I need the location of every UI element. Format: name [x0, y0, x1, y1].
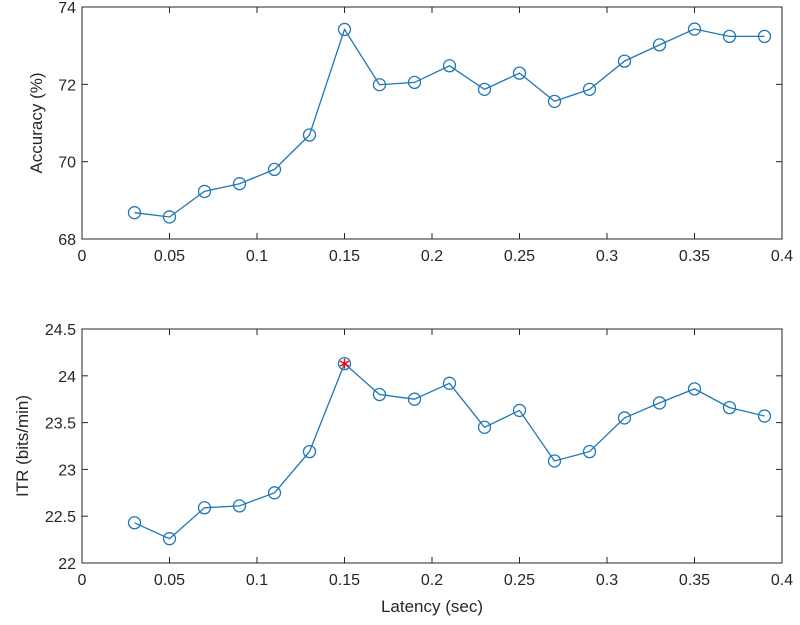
accuracy-y-tick-label: 72	[58, 77, 76, 94]
itr-data-point	[477, 420, 492, 434]
itr-x-tick-label: 0.25	[504, 572, 535, 589]
itr-data-point	[267, 486, 282, 500]
itr-x-tick-label: 0.15	[329, 572, 360, 589]
itr-data-point	[687, 382, 702, 396]
itr-x-tick-label: 0.4	[771, 572, 793, 589]
itr-data-point	[162, 532, 177, 546]
itr-data-point	[547, 454, 562, 468]
accuracy-data-point	[372, 78, 387, 92]
accuracy-data-point	[512, 66, 527, 80]
itr-x-tick-label: 0	[78, 572, 87, 589]
accuracy-data-point	[302, 128, 317, 142]
itr-data-point	[372, 387, 387, 402]
accuracy-x-tick-labels: 0 0.05 0.1 0.15 0.2 0.25 0.3 0.35 0.4	[78, 248, 794, 265]
itr-data-point	[407, 392, 422, 406]
accuracy-x-tick-label: 0.15	[329, 248, 360, 265]
accuracy-data-point	[232, 177, 247, 191]
itr-data-point	[302, 444, 317, 459]
accuracy-y-tick-label: 70	[58, 155, 76, 172]
itr-data-point	[512, 403, 527, 418]
itr-data-point	[232, 499, 247, 513]
accuracy-data-point	[442, 59, 457, 73]
accuracy-data-point	[582, 82, 597, 97]
itr-y-tick-label: 24	[58, 369, 76, 386]
accuracy-y-tick-label: 68	[58, 232, 76, 249]
accuracy-data-point	[267, 162, 282, 177]
accuracy-data-point	[337, 22, 352, 37]
itr-series	[127, 356, 772, 546]
accuracy-axes: 0 0.05 0.1 0.15 0.2 0.25 0.3 0.35 0.4 68 70 72 74 A…	[27, 0, 793, 265]
itr-data-point	[652, 396, 667, 410]
itr-y-tick-label: 24.5	[45, 322, 76, 339]
itr-data-point	[337, 356, 352, 371]
itr-data-point	[197, 501, 212, 515]
accuracy-x-tick-label: 0	[78, 248, 87, 265]
accuracy-data-point	[127, 206, 142, 220]
accuracy-x-tick-label: 0.2	[421, 248, 443, 265]
itr-x-tick-label: 0.05	[154, 572, 185, 589]
accuracy-y-tick-labels: 68 70 72 74	[58, 0, 76, 249]
accuracy-x-tick-label: 0.3	[596, 248, 618, 265]
itr-x-tick-label: 0.3	[596, 572, 618, 589]
itr-axes: 0 0.05 0.1 0.15 0.2 0.25 0.3 0.35 0.4 22 22.5 23 23…	[13, 322, 793, 616]
itr-data-point	[722, 400, 737, 415]
itr-data-point	[127, 516, 142, 530]
itr-y-tick-label: 23.5	[45, 416, 76, 433]
accuracy-data-point	[617, 54, 632, 68]
accuracy-data-point	[162, 210, 177, 224]
accuracy-data-point	[687, 22, 702, 36]
accuracy-data-point	[547, 94, 562, 108]
itr-data-point	[617, 411, 632, 425]
itr-x-tick-label: 0.2	[421, 572, 443, 589]
itr-x-tick-label: 0.1	[246, 572, 268, 589]
accuracy-y-axis-label: Accuracy (%)	[27, 72, 46, 173]
accuracy-series-line	[134, 27, 765, 218]
accuracy-data-point	[722, 29, 737, 44]
accuracy-data-point	[757, 29, 772, 44]
itr-ticks	[81, 328, 783, 564]
itr-y-tick-label: 23	[58, 462, 76, 479]
accuracy-ticks	[81, 6, 783, 240]
accuracy-data-point	[477, 82, 492, 97]
itr-y-tick-labels: 22 22.5 23 23.5 24 24.5	[45, 322, 76, 573]
itr-x-tick-label: 0.35	[679, 572, 710, 589]
accuracy-data-point	[197, 184, 212, 199]
itr-series-line	[134, 362, 765, 540]
itr-plot-box	[81, 328, 783, 564]
itr-x-tick-labels: 0 0.05 0.1 0.15 0.2 0.25 0.3 0.35 0.4	[78, 572, 794, 589]
accuracy-x-tick-label: 0.35	[679, 248, 710, 265]
itr-y-tick-label: 22.5	[45, 509, 76, 526]
itr-highlight-asterisk	[339, 358, 350, 369]
itr-x-axis-label: Latency (sec)	[381, 597, 483, 616]
accuracy-x-tick-label: 0.4	[771, 248, 793, 265]
itr-highlight	[339, 358, 350, 369]
accuracy-data-point	[407, 75, 422, 90]
itr-data-point	[757, 409, 772, 423]
accuracy-series	[127, 22, 772, 224]
accuracy-x-tick-label: 0.1	[246, 248, 268, 265]
accuracy-data-point	[652, 38, 667, 52]
accuracy-y-tick-label: 74	[58, 0, 76, 17]
accuracy-x-tick-label: 0.25	[504, 248, 535, 265]
itr-y-tick-label: 22	[58, 556, 76, 573]
itr-data-point	[442, 376, 457, 390]
itr-y-axis-label: ITR (bits/min)	[13, 395, 32, 497]
itr-data-point	[582, 444, 597, 459]
accuracy-x-tick-label: 0.05	[154, 248, 185, 265]
